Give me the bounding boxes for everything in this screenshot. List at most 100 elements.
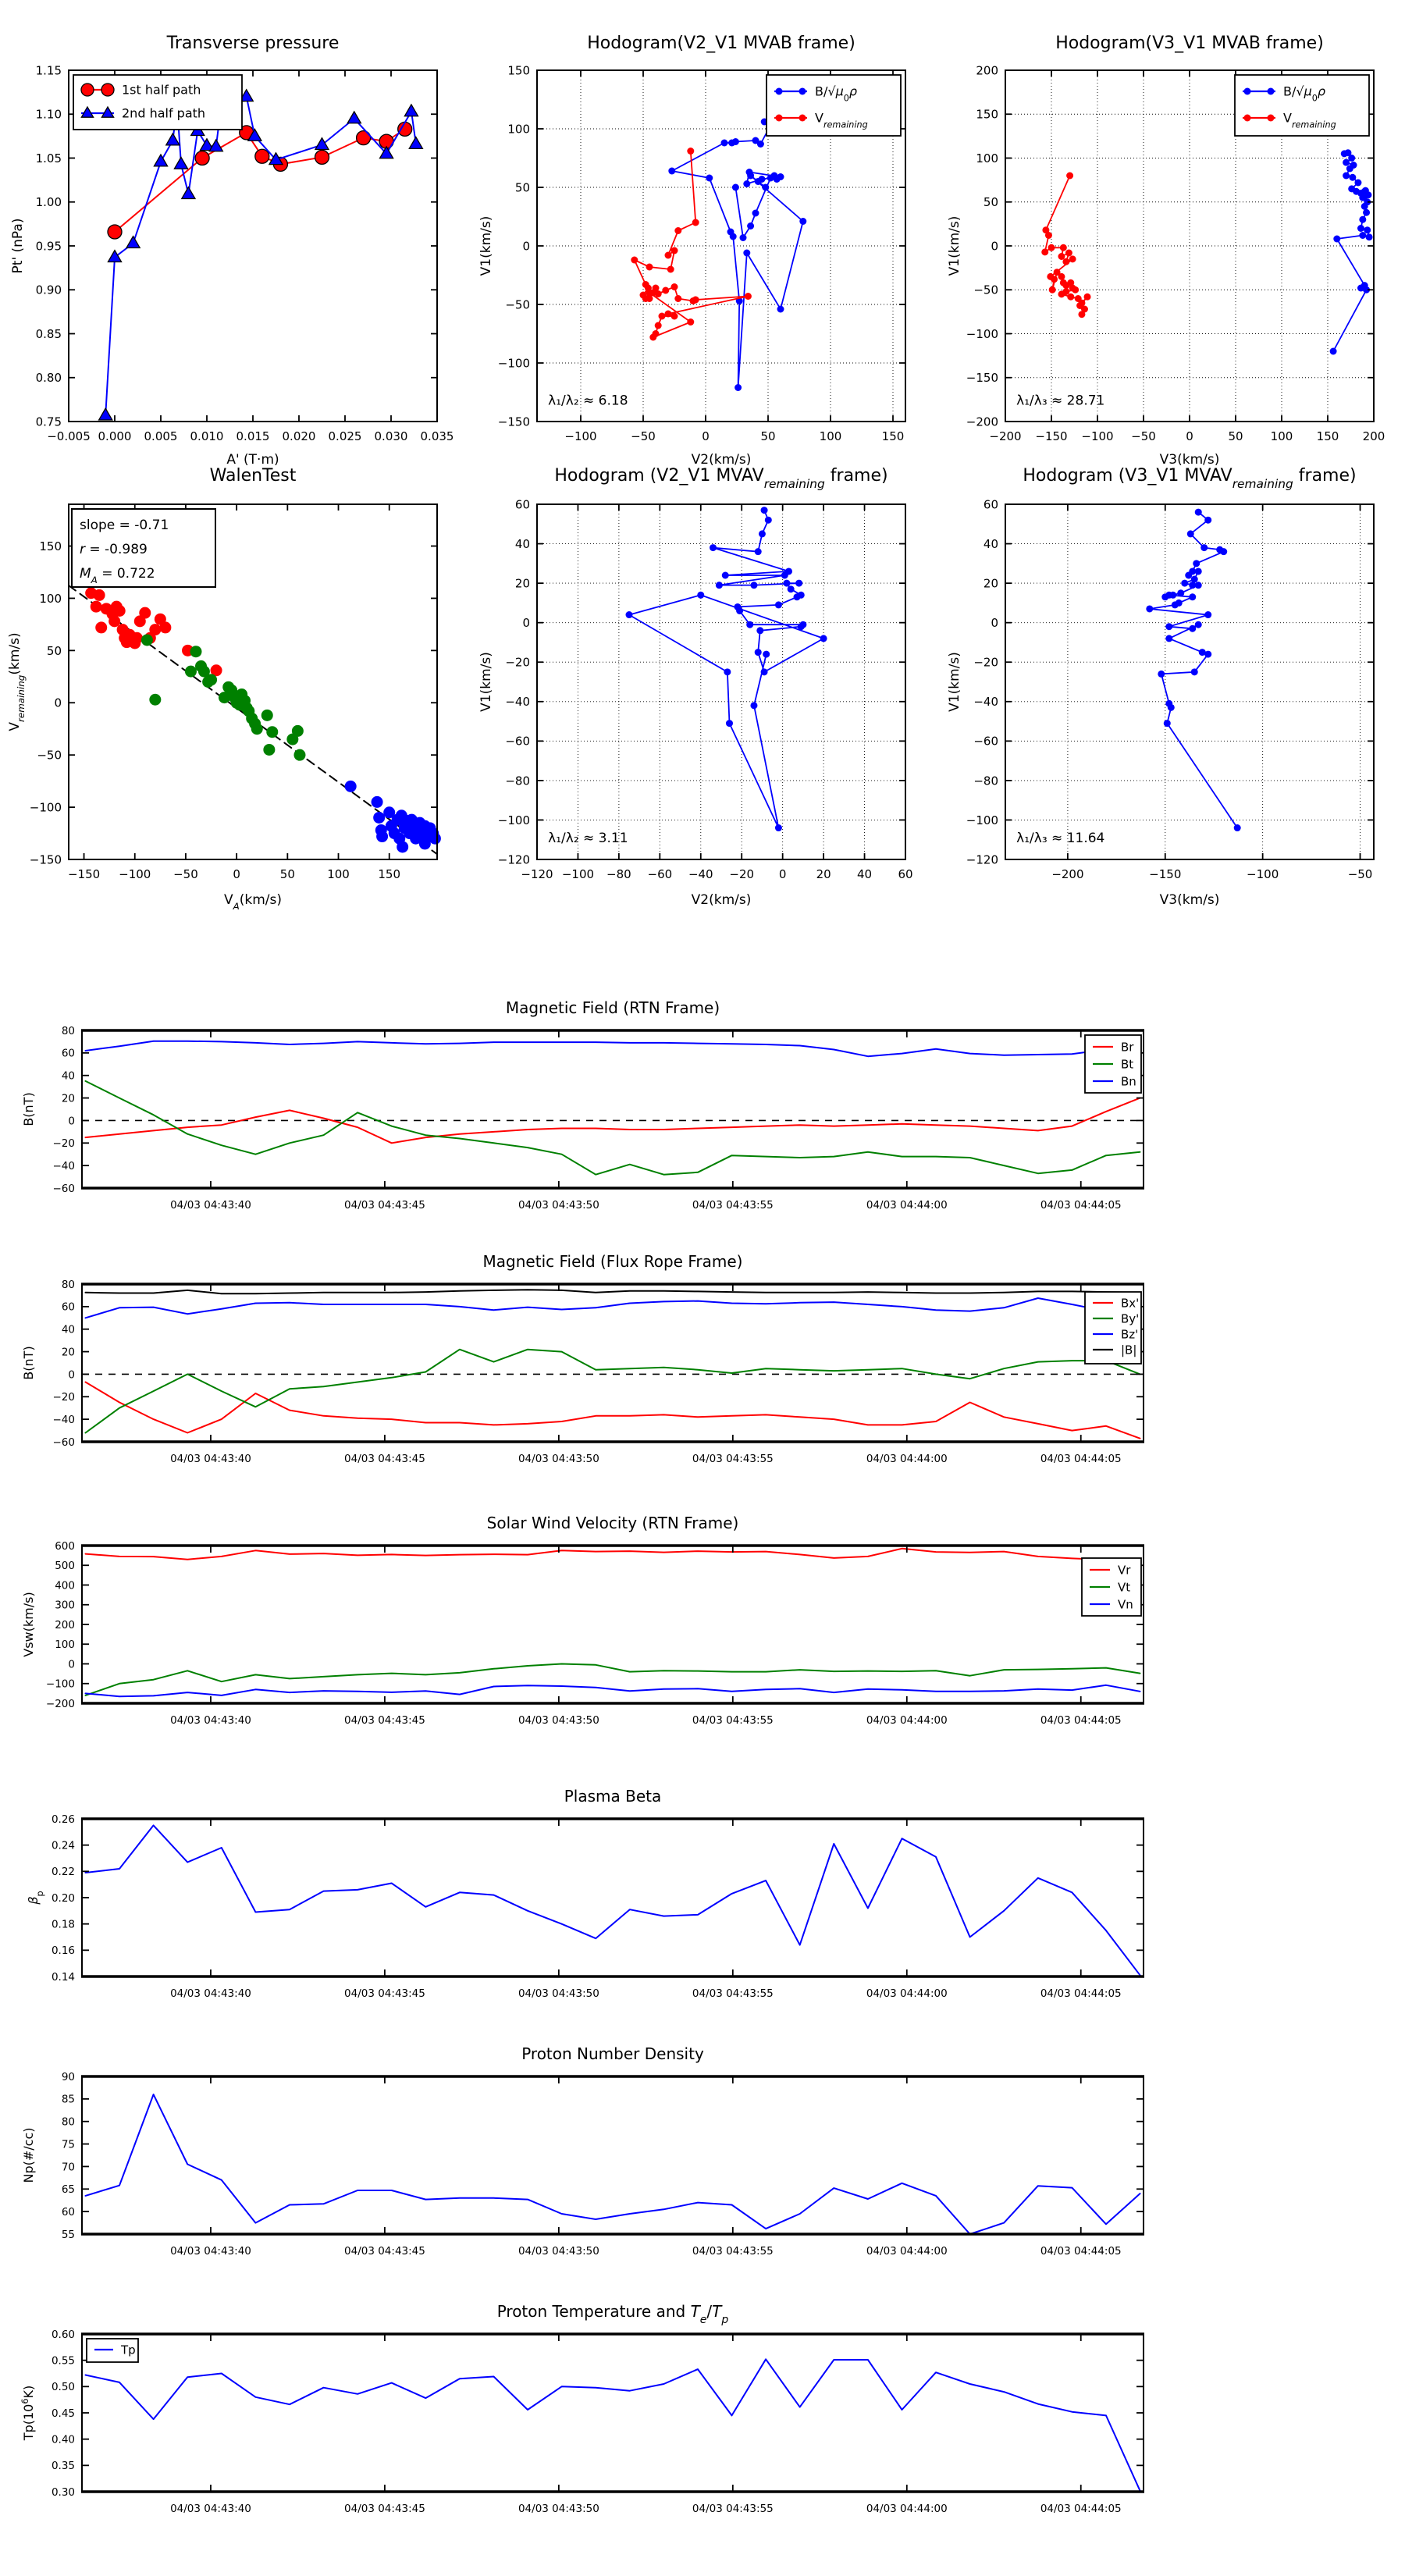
svg-text:0.75: 0.75 — [36, 415, 62, 429]
svg-text:V1(km/s): V1(km/s) — [947, 216, 962, 276]
svg-text:Tp: Tp — [120, 2343, 136, 2357]
svg-text:Vr: Vr — [1118, 1564, 1131, 1578]
plot-transverse-pressure: −0.005 0.000 0.005 0.010 0.015 0.020 0.025 0.03… — [10, 34, 454, 468]
svg-text:04/03 04:43:50: 04/03 04:43:50 — [518, 2245, 599, 2258]
svg-text:−100: −100 — [46, 1678, 75, 1691]
svg-text:04/03 04:44:05: 04/03 04:44:05 — [1040, 1453, 1122, 1465]
svg-text:Magnetic Field (Flux Rope Fram: Magnetic Field (Flux Rope Frame) — [483, 1252, 743, 1271]
svg-text:04/03 04:44:05: 04/03 04:44:05 — [1040, 2245, 1122, 2258]
svg-text:04/03 04:43:45: 04/03 04:43:45 — [344, 1199, 425, 1212]
svg-text:200: 200 — [1363, 429, 1385, 443]
svg-text:50: 50 — [984, 195, 998, 209]
svg-text:0: 0 — [54, 696, 62, 710]
svg-text:−100: −100 — [119, 867, 151, 881]
svg-text:04/03 04:43:40: 04/03 04:43:40 — [170, 1199, 251, 1212]
svg-text:100: 100 — [327, 867, 350, 881]
svg-text:V1(km/s): V1(km/s) — [478, 652, 494, 712]
svg-text:100: 100 — [820, 429, 842, 443]
svg-text:1st half path: 1st half path — [122, 83, 201, 98]
svg-text:−20: −20 — [53, 1391, 76, 1404]
svg-text:60: 60 — [515, 497, 530, 511]
plot-hodogram-v3v1-mvab: −200 −150 −100 −50 0 50 100 150 200 −200 −150 −100 −… — [947, 34, 1385, 468]
svg-text:0: 0 — [779, 867, 787, 881]
svg-text:−100: −100 — [498, 813, 530, 827]
svg-text:80: 80 — [62, 2116, 75, 2129]
svg-text:−40: −40 — [53, 1160, 76, 1172]
svg-text:0.015: 0.015 — [237, 429, 270, 443]
svg-text:04/03 04:43:50: 04/03 04:43:50 — [518, 1453, 599, 1465]
svg-text:Hodogram (V2_V1 MVAVremaining: Hodogram (V2_V1 MVAVremaining frame) — [554, 466, 887, 491]
svg-text:−20: −20 — [729, 867, 754, 881]
svg-text:0.60: 0.60 — [52, 2329, 75, 2341]
svg-text:Hodogram (V3_V1 MVAVremaining: Hodogram (V3_V1 MVAVremaining frame) — [1023, 466, 1356, 491]
svg-text:−40: −40 — [688, 867, 713, 881]
svg-text:0.14: 0.14 — [52, 1971, 75, 1984]
svg-text:50: 50 — [760, 429, 775, 443]
svg-text:−0.005: −0.005 — [47, 429, 91, 443]
svg-text:100: 100 — [507, 122, 530, 136]
svg-text:04/03 04:43:40: 04/03 04:43:40 — [170, 1987, 251, 2000]
svg-text:04/03 04:43:55: 04/03 04:43:55 — [692, 1453, 774, 1465]
svg-text:−150: −150 — [1149, 867, 1181, 881]
svg-text:Magnetic Field (RTN Frame): Magnetic Field (RTN Frame) — [506, 998, 720, 1017]
svg-text:0: 0 — [702, 429, 710, 443]
svg-text:04/03 04:43:45: 04/03 04:43:45 — [344, 1453, 425, 1465]
svg-text:04/03 04:44:05: 04/03 04:44:05 — [1040, 2503, 1122, 2515]
svg-text:04/03 04:44:00: 04/03 04:44:00 — [866, 1453, 948, 1465]
svg-text:04/03 04:44:00: 04/03 04:44:00 — [866, 2245, 948, 2258]
svg-text:0: 0 — [68, 1115, 75, 1127]
plot-walen-test: −150 −100 −50 0 50 100 150 −150 −100 −50 0 50 100 150… — [7, 466, 441, 912]
svg-text:Vremaining: Vremaining — [815, 111, 868, 130]
svg-text:−50: −50 — [505, 297, 530, 311]
svg-text:100: 100 — [1271, 429, 1293, 443]
svg-text:80: 80 — [62, 1025, 75, 1037]
svg-text:20: 20 — [515, 577, 530, 591]
svg-text:−200: −200 — [46, 1698, 75, 1710]
svg-text:βp: βp — [26, 1891, 45, 1905]
svg-text:0: 0 — [522, 616, 530, 630]
svg-text:500: 500 — [55, 1560, 75, 1572]
svg-text:0: 0 — [991, 239, 998, 253]
svg-text:B/√μ0ρ: B/√μ0ρ — [815, 84, 857, 104]
svg-text:90: 90 — [62, 2071, 75, 2083]
svg-text:150: 150 — [882, 429, 905, 443]
svg-text:04/03 04:44:05: 04/03 04:44:05 — [1040, 1714, 1122, 1727]
svg-text:04/03 04:43:45: 04/03 04:43:45 — [344, 1714, 425, 1727]
svg-text:−80: −80 — [606, 867, 631, 881]
svg-text:04/03 04:43:55: 04/03 04:43:55 — [692, 1714, 774, 1727]
svg-text:04/03 04:43:50: 04/03 04:43:50 — [518, 1714, 599, 1727]
svg-text:−40: −40 — [505, 695, 530, 709]
svg-text:0.000: 0.000 — [98, 429, 132, 443]
svg-text:40: 40 — [62, 1324, 75, 1336]
svg-text:−150: −150 — [966, 371, 998, 385]
svg-text:04/03 04:44:05: 04/03 04:44:05 — [1040, 1199, 1122, 1212]
svg-text:Pt' (nPa): Pt' (nPa) — [10, 219, 26, 274]
svg-text:−100: −100 — [1247, 867, 1279, 881]
svg-text:−60: −60 — [973, 735, 998, 749]
svg-text:150: 150 — [976, 108, 998, 122]
plot-hodogram-v2v1-mvav: −120 −100 −80 −60 −40 −20 0 20 40 60 −120 −100 −80 −6… — [478, 466, 913, 908]
svg-text:MA = 0.722: MA = 0.722 — [80, 566, 155, 585]
svg-text:0.35: 0.35 — [52, 2460, 75, 2472]
svg-text:−100: −100 — [1081, 429, 1113, 443]
plot-magnetic-field-flux-rope: 04/03 04:43:40 04/03 04:43:45 04/03 04:43:… — [21, 1252, 1144, 1465]
svg-text:04/03 04:43:45: 04/03 04:43:45 — [344, 2503, 425, 2515]
svg-text:0.80: 0.80 — [36, 371, 62, 385]
svg-text:60: 60 — [62, 1048, 75, 1060]
plot-proton-number-density: 04/03 04:43:40 04/03 04:43:45 04/03 04:43:… — [21, 2044, 1144, 2258]
svg-text:−120: −120 — [498, 852, 530, 866]
svg-text:40: 40 — [62, 1070, 75, 1083]
svg-text:Proton Temperature and Te/Tp: Proton Temperature and Te/Tp — [497, 2302, 729, 2326]
svg-text:04/03 04:43:50: 04/03 04:43:50 — [518, 1987, 599, 2000]
svg-text:V1(km/s): V1(km/s) — [947, 652, 962, 712]
svg-text:V3(km/s): V3(km/s) — [1160, 452, 1220, 468]
svg-text:04/03 04:43:55: 04/03 04:43:55 — [692, 2503, 774, 2515]
svg-text:04/03 04:43:55: 04/03 04:43:55 — [692, 1199, 774, 1212]
svg-text:By': By' — [1121, 1312, 1139, 1326]
svg-text:Hodogram(V2_V1 MVAB frame): Hodogram(V2_V1 MVAB frame) — [587, 34, 855, 53]
svg-text:Proton Number Density: Proton Number Density — [521, 2044, 704, 2063]
svg-text:0.20: 0.20 — [52, 1892, 75, 1905]
svg-text:04/03 04:43:40: 04/03 04:43:40 — [170, 1714, 251, 1727]
svg-text:0: 0 — [991, 616, 998, 630]
svg-text:−100: −100 — [562, 867, 594, 881]
